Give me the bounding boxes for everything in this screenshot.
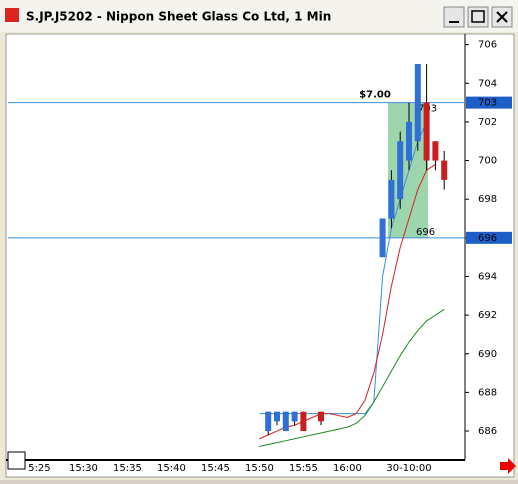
x-tick-label: 15:40 <box>157 463 186 474</box>
title-bar <box>0 0 518 32</box>
candle-body <box>282 411 289 432</box>
candle-body <box>379 218 386 258</box>
candle-body <box>291 411 298 422</box>
x-tick-label: 15:35 <box>113 463 142 474</box>
level-tag-label: 703 <box>478 98 497 109</box>
candle-body <box>423 102 430 161</box>
y-tick-label: 690 <box>478 349 497 360</box>
candle-body <box>414 63 421 142</box>
ma-line <box>259 308 445 447</box>
candle-body <box>300 411 307 432</box>
y-tick-label: 688 <box>478 387 497 398</box>
x-tick-label: 16:00 <box>333 463 362 474</box>
candle-body <box>318 411 324 422</box>
level-tag-label: 696 <box>478 233 497 244</box>
y-tick-label: 702 <box>478 117 497 128</box>
candle-body <box>432 141 439 161</box>
candle-body <box>274 411 280 422</box>
range-low-label: 696 <box>416 227 435 238</box>
y-tick-label: 706 <box>478 40 497 51</box>
candle-body <box>388 179 395 219</box>
candle-body <box>265 411 272 432</box>
minimize-button[interactable] <box>443 6 465 28</box>
y-tick-label: 692 <box>478 310 497 321</box>
x-tick-label: 5:25 <box>28 463 50 474</box>
level-tag <box>466 231 512 244</box>
candle-body <box>397 141 404 200</box>
chart-area <box>5 33 515 478</box>
close-button[interactable] <box>491 6 513 28</box>
range-label: $7.00 <box>359 90 391 101</box>
corner-box[interactable] <box>7 451 26 470</box>
y-tick-label: 686 <box>478 426 497 437</box>
x-tick-label: 15:45 <box>201 463 230 474</box>
x-tick-label: 15:30 <box>69 463 98 474</box>
scroll-arrow[interactable] <box>500 458 516 474</box>
y-tick-label: 700 <box>478 156 497 167</box>
candle-body <box>441 160 448 180</box>
y-tick-label: 704 <box>478 78 497 89</box>
app-icon <box>5 8 19 22</box>
x-tick-label: 15:50 <box>245 463 274 474</box>
candle-body <box>406 121 412 161</box>
x-tick-label: 30-10:00 <box>386 463 431 474</box>
level-tag <box>466 96 512 109</box>
y-tick-label: 698 <box>478 194 497 205</box>
x-tick-label: 15:55 <box>289 463 318 474</box>
y-tick-label: 694 <box>478 271 497 282</box>
window-title: S.JP.J5202 - Nippon Sheet Glass Co Ltd, … <box>26 10 331 24</box>
maximize-button[interactable] <box>467 6 489 28</box>
